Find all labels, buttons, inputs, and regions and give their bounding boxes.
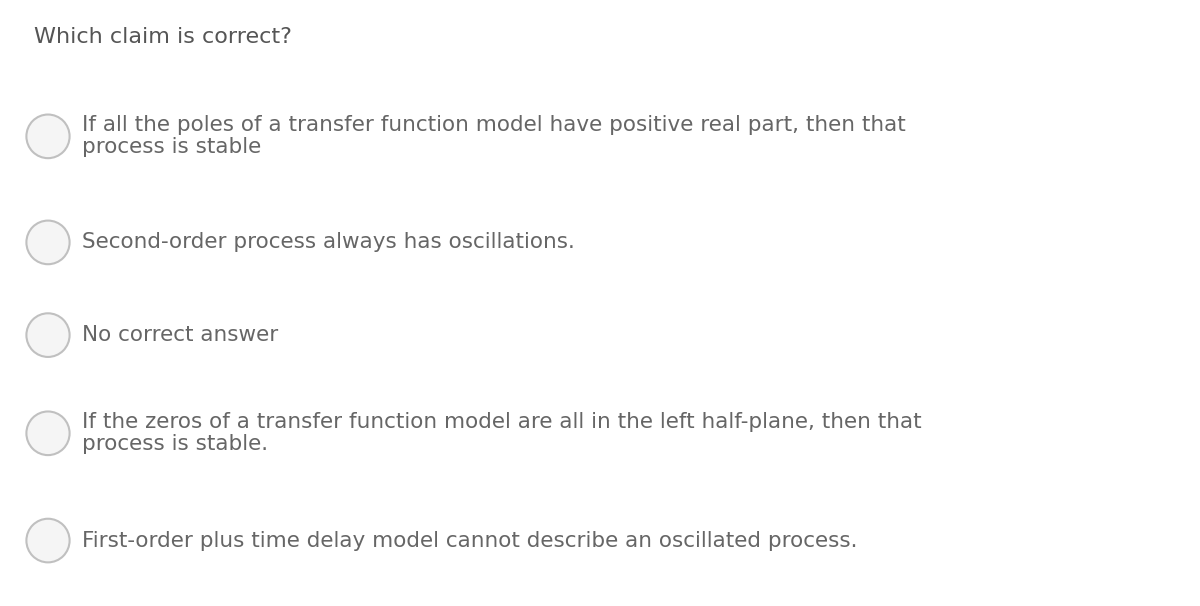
Text: Second-order process always has oscillations.: Second-order process always has oscillat… <box>82 232 575 253</box>
Ellipse shape <box>26 411 70 455</box>
Text: process is stable.: process is stable. <box>82 434 268 454</box>
Text: If all the poles of a transfer function model have positive real part, then that: If all the poles of a transfer function … <box>82 115 905 136</box>
Text: First-order plus time delay model cannot describe an oscillated process.: First-order plus time delay model cannot… <box>82 530 857 551</box>
Ellipse shape <box>26 313 70 357</box>
Text: No correct answer: No correct answer <box>82 325 278 345</box>
Ellipse shape <box>26 221 70 264</box>
Text: If the zeros of a transfer function model are all in the left half-plane, then t: If the zeros of a transfer function mode… <box>82 412 922 433</box>
Text: Which claim is correct?: Which claim is correct? <box>34 27 292 47</box>
Text: process is stable: process is stable <box>82 137 260 158</box>
Ellipse shape <box>26 115 70 158</box>
Ellipse shape <box>26 519 70 562</box>
